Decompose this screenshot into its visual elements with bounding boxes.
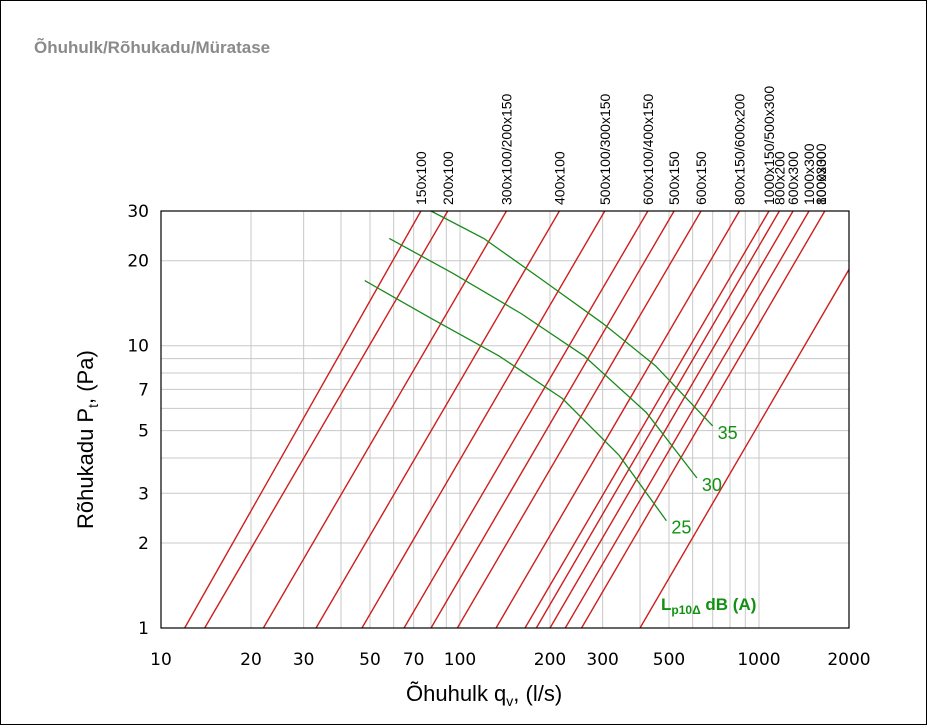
x-tick-label: 30	[293, 650, 315, 670]
pressure-line-600x150	[456, 211, 702, 628]
duct-size-label: 400x100	[551, 151, 567, 205]
x-tick-label: 500	[653, 650, 685, 670]
duct-size-label: 1000x300	[801, 143, 817, 205]
x-tick-label: 70	[403, 650, 425, 670]
noise-legend: Lp10Δ dB (A)	[661, 595, 756, 617]
duct-size-labels: 150x100 200x100 300x100/200x150 400x100 500x…	[413, 86, 829, 205]
y-tick-labels: 1 2 3 5 7 10 20 30	[127, 202, 149, 639]
y-axis-label: Rõhukadu Pt, (Pa)	[73, 350, 101, 529]
noise-curve-30	[388, 237, 698, 479]
duct-size-label: 600x150	[693, 151, 709, 205]
noise-curve-25	[364, 280, 667, 522]
y-tick-label: 1	[138, 619, 149, 639]
x-tick-label: 2000	[827, 650, 870, 670]
y-tick-label: 3	[138, 484, 149, 504]
duct-size-label: 1000x300	[813, 143, 829, 205]
pressure-line-800x300	[580, 211, 826, 628]
pressure-line-400x100	[315, 211, 560, 628]
duct-size-label: 500x150	[666, 151, 682, 205]
x-axis-label: Õhuhulk qv, (l/s)	[406, 681, 562, 709]
x-tick-label: 20	[240, 650, 262, 670]
pressure-line-600x100/400x150	[403, 211, 649, 628]
y-tick-label: 20	[127, 252, 149, 272]
noise-curves	[364, 210, 714, 522]
x-tick-labels: 10 20 30 50 70 100 200 300 500 1000 2000	[150, 650, 870, 670]
noise-curve-35	[430, 210, 714, 427]
y-tick-label: 30	[127, 202, 149, 222]
x-tick-label: 1000	[737, 650, 780, 670]
x-tick-label: 50	[359, 650, 381, 670]
y-tick-label: 7	[138, 380, 149, 400]
pressure-line-500x150	[430, 211, 675, 628]
x-tick-label: 100	[444, 650, 476, 670]
pressure-line-500x100/300x150	[361, 211, 606, 628]
pressure-line-1000x300	[564, 211, 810, 628]
pressure-line-1000x150/500x300	[524, 211, 770, 628]
duct-size-label: 300x100/200x150	[498, 93, 514, 205]
noise-label-30: 30	[702, 475, 722, 495]
pressure-line-600x300	[549, 211, 794, 628]
duct-size-label: 800x300	[813, 151, 829, 205]
plot-area	[160, 210, 850, 629]
x-tick-label: 10	[150, 650, 172, 670]
pressure-line-1000x300	[639, 268, 849, 628]
duct-size-label: 1000x150/500x300	[761, 86, 777, 205]
grid	[161, 211, 849, 628]
duct-size-label: 200x100	[440, 151, 456, 205]
pressure-line-800x150/600x200	[495, 211, 741, 628]
pressure-line-800x200	[535, 211, 780, 628]
noise-label-25: 25	[671, 518, 691, 538]
duct-size-label: 600x100/400x150	[640, 93, 656, 205]
pressure-line-200x100	[204, 211, 449, 628]
duct-size-label: 800x200	[771, 151, 787, 205]
x-tick-label: 300	[586, 650, 618, 670]
y-tick-label: 2	[138, 534, 149, 554]
duct-size-label: 600x300	[785, 151, 801, 205]
noise-label-35: 35	[718, 423, 738, 443]
duct-size-label: 150x100	[413, 151, 429, 205]
noise-level-labels: 35 30 25	[671, 423, 737, 538]
pressure-line-150x100	[184, 211, 422, 628]
pressure-lines	[184, 211, 849, 628]
duct-size-label: 800x150/600x200	[731, 93, 747, 205]
y-tick-label: 10	[127, 337, 149, 357]
duct-size-label: 500x100/300x150	[597, 93, 613, 205]
chart-title: Õhuhulk/Rõhukadu/Müratase	[34, 37, 270, 57]
y-tick-label: 5	[138, 422, 149, 442]
x-tick-label: 200	[534, 650, 566, 670]
